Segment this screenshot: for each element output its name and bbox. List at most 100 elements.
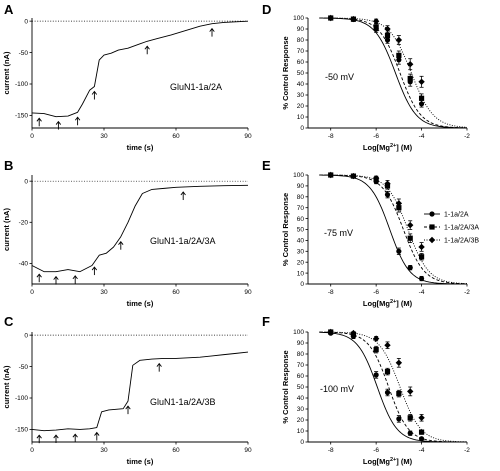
y-tick-label-f: 40 <box>297 395 305 402</box>
y-tick-label-d: 60 <box>297 59 305 66</box>
y-axis-title-e: % Control Response <box>281 193 290 266</box>
y-tick-label-f: 100 <box>293 329 304 336</box>
data-point-3b-f <box>372 335 380 342</box>
y-tick-label-b: -20 <box>19 220 29 227</box>
panel-letter-a: A <box>4 2 14 17</box>
arrow-up-icon <box>94 431 100 436</box>
data-point-3a-f <box>418 429 425 435</box>
data-point-2a-f <box>396 416 402 422</box>
y-axis-title-c: current (nA) <box>2 365 11 408</box>
y-tick-label-d: 50 <box>297 70 305 77</box>
y-tick-label-a: -100 <box>15 81 28 88</box>
y-tick-label-b: 0 <box>24 178 28 185</box>
legend-marker-3b <box>428 236 436 244</box>
data-point-3a-e <box>418 254 425 260</box>
data-point-3a-f <box>396 391 402 397</box>
voltage-label-e: -75 mV <box>324 228 353 238</box>
arrow-up-icon <box>209 27 215 32</box>
x-tick-label-c: 60 <box>172 447 180 454</box>
x-tick-label-b: 30 <box>100 289 108 296</box>
fit-curve-3a-d <box>319 17 468 129</box>
data-point-3b-f <box>327 328 334 336</box>
data-point-3b-d <box>350 15 357 23</box>
y-tick-label-d: 20 <box>297 103 305 110</box>
data-point-3b-d <box>407 61 414 68</box>
data-point-2a-e <box>396 248 402 254</box>
y-tick-label-d: 40 <box>297 81 305 88</box>
arrow-up-icon <box>36 434 42 439</box>
y-tick-label-e: 20 <box>297 259 305 266</box>
data-point-3b-f <box>395 359 403 366</box>
data-point-3b-e <box>418 243 425 251</box>
x-axis-title-e: Log[Mg2+] (M) <box>363 299 413 308</box>
arrow-up-icon <box>72 275 78 280</box>
y-tick-label-d: 80 <box>297 37 305 44</box>
x-tick-label-a: 30 <box>100 133 108 140</box>
arrow-up-icon <box>53 434 59 439</box>
x-tick-label-d: -2 <box>464 133 470 140</box>
y-axis-title-f: % Control Response <box>281 350 290 423</box>
chart-e: 0 10 20 30 40 50 60 70 80 90 100 -8 -6 -4 -2 % Control … <box>281 171 470 308</box>
chart-b: 0 -20 -40 0 30 60 90 current (nA) time (s) <box>2 175 252 308</box>
data-point-3b-f <box>418 414 425 421</box>
x-tick-label-c: 30 <box>100 447 108 454</box>
y-tick-label-a: 0 <box>24 18 28 25</box>
data-point-3a-f <box>407 415 413 421</box>
x-tick-label-d: -4 <box>419 133 425 140</box>
y-tick-label-e: 70 <box>297 205 305 212</box>
data-point-2a-e <box>407 265 413 271</box>
arrow-up-icon <box>180 191 186 196</box>
x-tick-label-c: 0 <box>30 447 34 454</box>
x-axis-title-a: time (s) <box>127 143 154 152</box>
y-tick-label-d: 30 <box>297 92 305 99</box>
x-tick-label-a: 0 <box>30 133 34 140</box>
data-point-3a-d <box>396 52 402 58</box>
x-axis-title-b: time (s) <box>127 299 154 308</box>
x-tick-label-f: -8 <box>328 447 334 454</box>
x-tick-label-e: -2 <box>464 289 470 296</box>
panel-letter-e: E <box>262 158 271 173</box>
y-tick-label-f: 60 <box>297 373 305 380</box>
y-tick-label-d: 90 <box>297 26 305 33</box>
x-tick-label-e: -4 <box>419 289 425 296</box>
y-tick-label-e: 100 <box>293 172 304 179</box>
trace-label-a: GluN1-1a/2A <box>170 82 222 92</box>
y-tick-label-c: -100 <box>15 395 28 402</box>
y-tick-label-c: -150 <box>15 427 28 434</box>
arrow-up-icon <box>74 116 81 121</box>
legend-marker-2a <box>429 211 435 217</box>
data-point-3b-e <box>350 172 357 180</box>
y-tick-label-f: 50 <box>297 384 305 391</box>
legend-label-3b: 1-1a/2A/3B <box>444 238 479 245</box>
data-point-3a-f <box>373 347 379 353</box>
x-tick-label-f: -4 <box>419 447 425 454</box>
y-tick-label-f: 30 <box>297 406 305 413</box>
y-tick-label-f: 80 <box>297 351 305 358</box>
data-point-3b-d <box>372 18 380 25</box>
x-tick-label-f: -6 <box>373 447 379 454</box>
current-trace-a <box>31 20 249 118</box>
y-tick-label-e: 30 <box>297 249 305 256</box>
y-tick-label-c: 0 <box>24 332 28 339</box>
data-point-3b-d <box>384 25 391 33</box>
y-tick-label-a: -50 <box>19 50 29 57</box>
data-point-3a-d <box>384 33 391 39</box>
fit-curve-3a-f <box>319 331 468 443</box>
panel-letter-c: C <box>4 314 14 329</box>
panel-letter-b: B <box>4 158 13 173</box>
arrow-up-icon <box>53 275 59 280</box>
fit-curve-2a-e <box>319 174 468 285</box>
current-trace-b <box>31 184 249 273</box>
arrow-up-icon <box>36 117 42 122</box>
y-tick-label-e: 0 <box>300 281 304 288</box>
voltage-label-d: -50 mV <box>325 72 354 82</box>
data-point-3b-f <box>350 329 357 337</box>
y-tick-label-f: 20 <box>297 417 305 424</box>
x-tick-label-c: 90 <box>244 447 252 454</box>
arrow-up-icon <box>55 120 62 125</box>
y-axis-title-b: current (nA) <box>2 208 11 251</box>
fit-curve-2a-f <box>319 331 467 443</box>
y-tick-label-d: 0 <box>300 125 304 132</box>
data-point-3a-d <box>407 75 413 82</box>
